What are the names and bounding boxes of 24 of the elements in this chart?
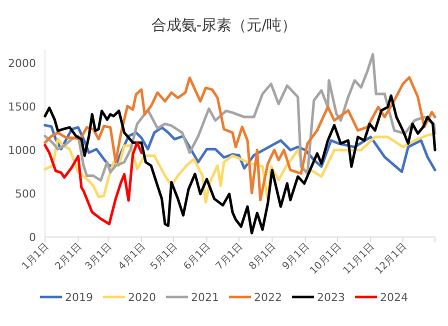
- legend-label: 2024: [380, 290, 408, 304]
- x-tick-label: 1月1日: [20, 241, 52, 272]
- x-tick-label: 2月1日: [53, 241, 84, 272]
- y-tick-label: 0: [29, 230, 36, 244]
- legend-label: 2022: [254, 290, 282, 304]
- x-tick-label: 7月1日: [214, 241, 246, 272]
- legend-label: 2019: [65, 290, 93, 304]
- y-tick-label: 500: [15, 187, 36, 200]
- legend-label: 2020: [128, 290, 156, 304]
- x-tick-label: 8月1日: [247, 241, 278, 272]
- x-tick-label: 5月1日: [148, 241, 180, 272]
- x-tick-label: 6月1日: [182, 241, 213, 272]
- line-series: [44, 94, 436, 234]
- chart-title: 合成氨-尿素（元/吨）: [151, 16, 297, 34]
- line-series: [44, 141, 143, 226]
- line-series: [44, 53, 436, 182]
- y-tick-label: 2000: [8, 56, 36, 70]
- x-tick-label: 4月1日: [116, 241, 148, 272]
- line-series: [44, 76, 436, 202]
- y-tick-label: 1500: [8, 100, 36, 114]
- x-tick-label: 3月1日: [83, 241, 114, 272]
- y-tick-label: 1000: [8, 144, 36, 157]
- legend-label: 2023: [317, 290, 345, 304]
- legend-label: 2021: [191, 290, 219, 304]
